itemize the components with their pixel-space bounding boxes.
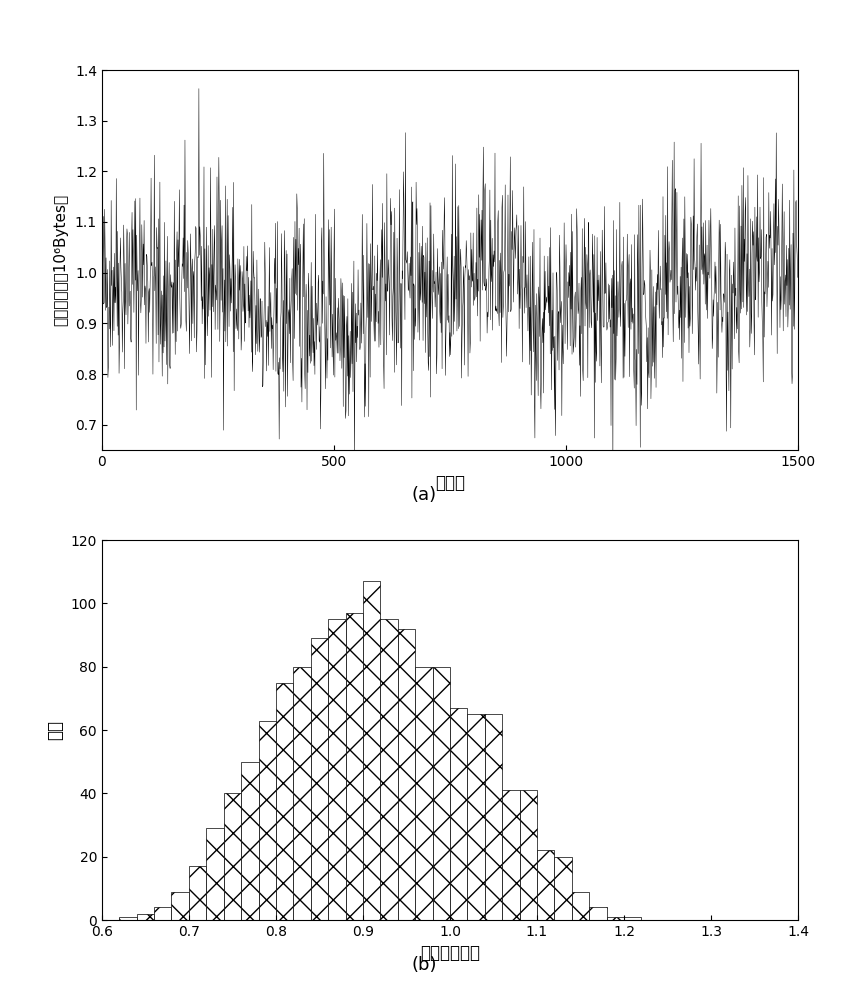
X-axis label: 序列号: 序列号 (435, 474, 465, 492)
Bar (363, 581, 380, 920)
Text: (a): (a) (412, 486, 437, 504)
Bar (276, 682, 293, 920)
Bar (206, 828, 223, 920)
Bar (223, 793, 241, 920)
Bar (397, 629, 415, 920)
Bar (485, 714, 502, 920)
Bar (554, 857, 571, 920)
Bar (380, 619, 397, 920)
Bar (311, 638, 328, 920)
Bar (137, 914, 154, 920)
Bar (589, 907, 606, 920)
Bar (328, 619, 346, 920)
Bar (571, 892, 589, 920)
Y-axis label: 通信流量値（10⁶Bytes）: 通信流量値（10⁶Bytes） (53, 194, 68, 326)
Bar (154, 907, 171, 920)
Bar (606, 917, 624, 920)
Y-axis label: 频数: 频数 (46, 720, 64, 740)
Text: (b): (b) (412, 956, 437, 974)
Bar (188, 866, 206, 920)
Bar (537, 850, 554, 920)
Bar (346, 613, 363, 920)
Bar (171, 892, 188, 920)
Bar (241, 762, 258, 920)
Bar (450, 708, 467, 920)
X-axis label: 站控层流量値: 站控层流量値 (420, 944, 480, 962)
Bar (415, 667, 432, 920)
Bar (432, 667, 450, 920)
Bar (119, 917, 137, 920)
Bar (293, 667, 311, 920)
Bar (520, 790, 537, 920)
Bar (624, 917, 641, 920)
Bar (467, 714, 485, 920)
Bar (502, 790, 520, 920)
Bar (258, 720, 276, 920)
